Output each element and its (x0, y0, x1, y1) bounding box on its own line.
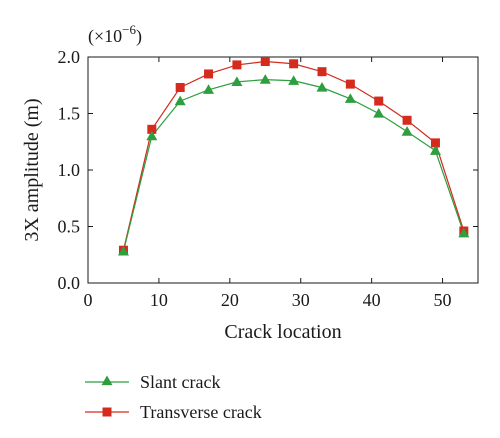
legend-item-slant: Slant crack (85, 372, 220, 392)
data-point-slant-crack (259, 74, 271, 84)
data-point-transverse-crack (317, 67, 327, 77)
multiplier-base: (×10 (88, 26, 122, 47)
y-tick-label: 0.5 (58, 217, 81, 237)
data-point-transverse-crack (260, 57, 270, 67)
data-point-slant-crack (429, 145, 441, 155)
legend-marker-slant (101, 375, 113, 386)
x-axis-title: Crack location (224, 321, 341, 343)
data-point-slant-crack (373, 108, 385, 118)
data-point-slant-crack (231, 76, 243, 86)
x-tick-label: 40 (363, 290, 381, 310)
data-point-slant-crack (203, 84, 215, 94)
data-point-slant-crack (401, 126, 413, 136)
y-axis-title: 3X amplitude (m) (21, 98, 43, 241)
legend: Slant crack Transverse crack (85, 372, 262, 422)
data-point-slant-crack (117, 245, 129, 256)
axis-ticks: 0 10 20 30 40 50 0.0 0.5 1.0 1.5 2.0 (58, 47, 478, 310)
legend-label-transverse: Transverse crack (140, 402, 262, 422)
data-point-transverse-crack (175, 83, 185, 93)
y-tick-label: 1.5 (58, 104, 81, 124)
x-tick-label: 50 (434, 290, 452, 310)
data-point-slant-crack (146, 130, 158, 141)
y-axis-multiplier: (×10−6) (88, 22, 142, 47)
x-tick-label: 20 (221, 290, 239, 310)
legend-marker-transverse (102, 407, 112, 417)
series-markers (117, 57, 470, 256)
x-tick-label: 30 (292, 290, 310, 310)
series-lines (122, 60, 465, 252)
multiplier-exponent: −6 (122, 22, 136, 37)
data-point-slant-crack (458, 227, 470, 238)
data-point-transverse-crack (345, 79, 355, 89)
legend-item-transverse: Transverse crack (85, 402, 262, 422)
x-tick-label: 10 (150, 290, 168, 310)
plot-frame (87, 56, 479, 284)
data-point-transverse-crack (147, 124, 157, 134)
data-point-transverse-crack (289, 59, 299, 69)
data-point-transverse-crack (232, 60, 242, 70)
data-point-slant-crack (344, 93, 356, 103)
data-point-transverse-crack (204, 69, 214, 79)
y-tick-label: 2.0 (58, 47, 81, 67)
data-point-transverse-crack (430, 138, 440, 148)
data-point-slant-crack (316, 82, 328, 92)
svg-text:(×10−6): (×10−6) (88, 22, 142, 47)
data-point-slant-crack (288, 75, 300, 85)
x-tick-label: 0 (84, 290, 93, 310)
legend-label-slant: Slant crack (140, 372, 220, 392)
multiplier-close: ) (136, 26, 142, 47)
data-point-transverse-crack (402, 115, 412, 125)
y-tick-label: 0.0 (58, 273, 81, 293)
series-line-transverse-crack (122, 60, 465, 251)
data-point-transverse-crack (374, 96, 384, 106)
data-point-slant-crack (174, 95, 186, 106)
y-tick-label: 1.0 (58, 160, 81, 180)
series-line-slant-crack (122, 78, 465, 252)
